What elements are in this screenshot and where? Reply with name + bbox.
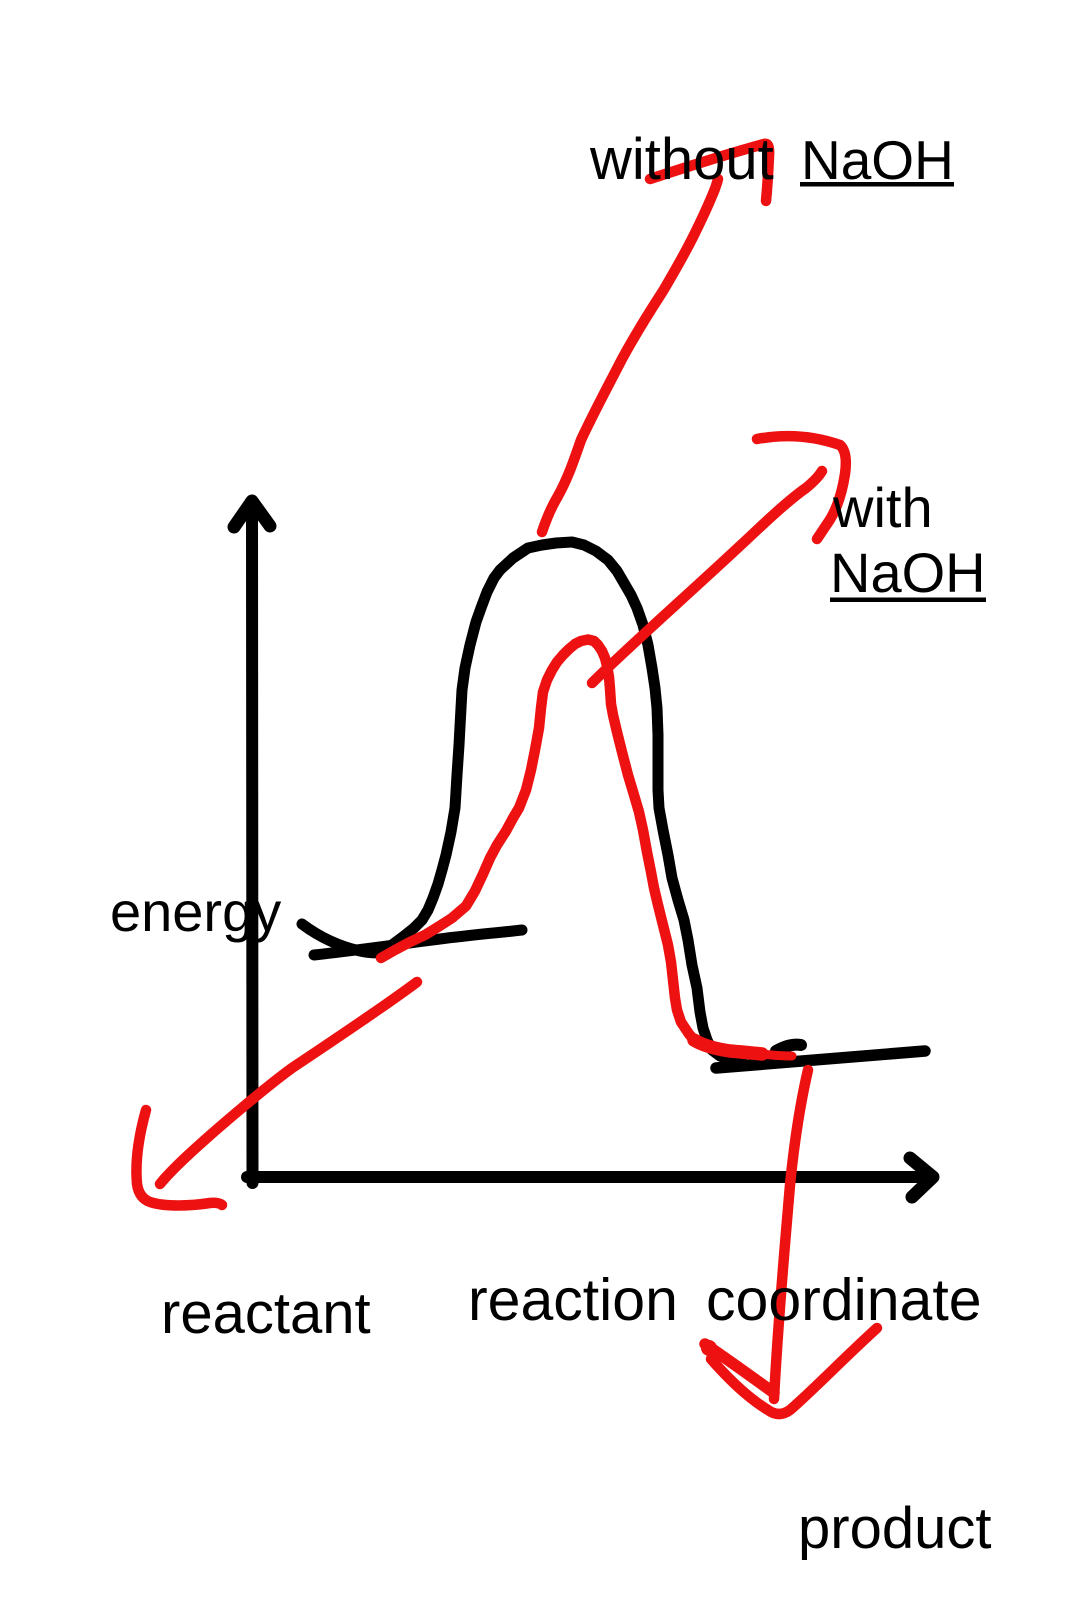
svg-text:NaOH: NaOH xyxy=(801,129,954,191)
svg-text:without: without xyxy=(589,127,774,192)
svg-text:NaOH: NaOH xyxy=(830,541,986,604)
svg-text:reactant: reactant xyxy=(161,1281,371,1346)
svg-text:energy: energy xyxy=(110,880,281,943)
svg-text:with: with xyxy=(832,476,933,539)
svg-text:reaction: reaction xyxy=(468,1267,678,1333)
svg-text:product: product xyxy=(798,1496,991,1561)
svg-text:coordinate: coordinate xyxy=(706,1267,982,1333)
